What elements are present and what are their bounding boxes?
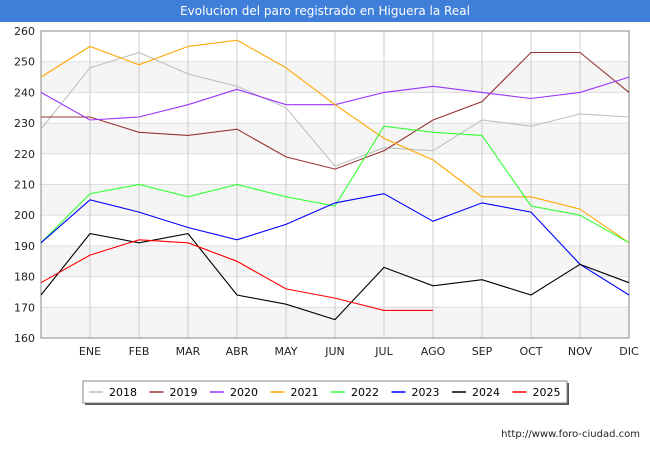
legend: 2018 2019 2020 2021 2022 2023 2024 2025 (82, 380, 569, 405)
y-tick-label: 240 (14, 86, 35, 99)
x-tick-label: FEB (129, 345, 150, 358)
y-tick-label: 260 (14, 25, 35, 38)
x-axis-ticks: ENE FEB MAR ABR MAY JUN JUL AGO SEP OCT NOV DIC (79, 345, 639, 358)
y-tick-label: 200 (14, 209, 35, 222)
series-line-2021 (40, 39, 630, 244)
y-tick-label: 220 (14, 148, 35, 161)
series-line-2023 (40, 193, 630, 296)
legend-label-2025: 2025 (533, 386, 561, 399)
x-tick-label: NOV (568, 345, 593, 358)
x-tick-label: SEP (472, 345, 493, 358)
legend-label-2024: 2024 (472, 386, 500, 399)
y-tick-label: 250 (14, 56, 35, 69)
legend-label-2020: 2020 (230, 386, 258, 399)
series-line-2019 (41, 51, 630, 170)
y-tick-label: 190 (14, 240, 35, 253)
series-line-2022 (40, 125, 630, 244)
x-tick-label: DIC (619, 345, 639, 358)
y-tick-label: 180 (14, 271, 35, 284)
series-line-2018 (40, 51, 630, 167)
legend-label-2021: 2021 (291, 386, 319, 399)
chart-title: Evolucion del paro registrado en Higuera… (0, 0, 650, 22)
y-tick-label: 170 (14, 301, 35, 314)
x-tick-label: MAY (275, 345, 298, 358)
legend-box (82, 380, 568, 404)
x-tick-label: JUL (374, 345, 393, 358)
legend-label-2018: 2018 (109, 386, 137, 399)
series-line-2025 (40, 239, 433, 311)
x-tick-label: MAR (176, 345, 201, 358)
series-lines (40, 39, 630, 321)
y-tick-label: 210 (14, 179, 35, 192)
grid-lines (40, 30, 630, 339)
x-tick-label: ABR (226, 345, 249, 358)
y-axis-ticks: 160 170 180 190 200 210 220 230 240 250 260 (14, 25, 35, 345)
x-tick-label: AGO (421, 345, 446, 358)
y-tick-label: 160 (14, 332, 35, 345)
legend-label-2022: 2022 (351, 386, 379, 399)
source-url: http://www.foro-ciudad.com (501, 429, 640, 440)
series-line-2024 (40, 232, 630, 321)
x-tick-label: ENE (79, 345, 101, 358)
plot-border (40, 30, 630, 339)
x-tick-label: OCT (519, 345, 542, 358)
y-tick-label: 230 (14, 117, 35, 130)
x-tick-label: JUN (324, 345, 345, 358)
legend-label-2023: 2023 (412, 386, 440, 399)
legend-label-2019: 2019 (170, 386, 198, 399)
